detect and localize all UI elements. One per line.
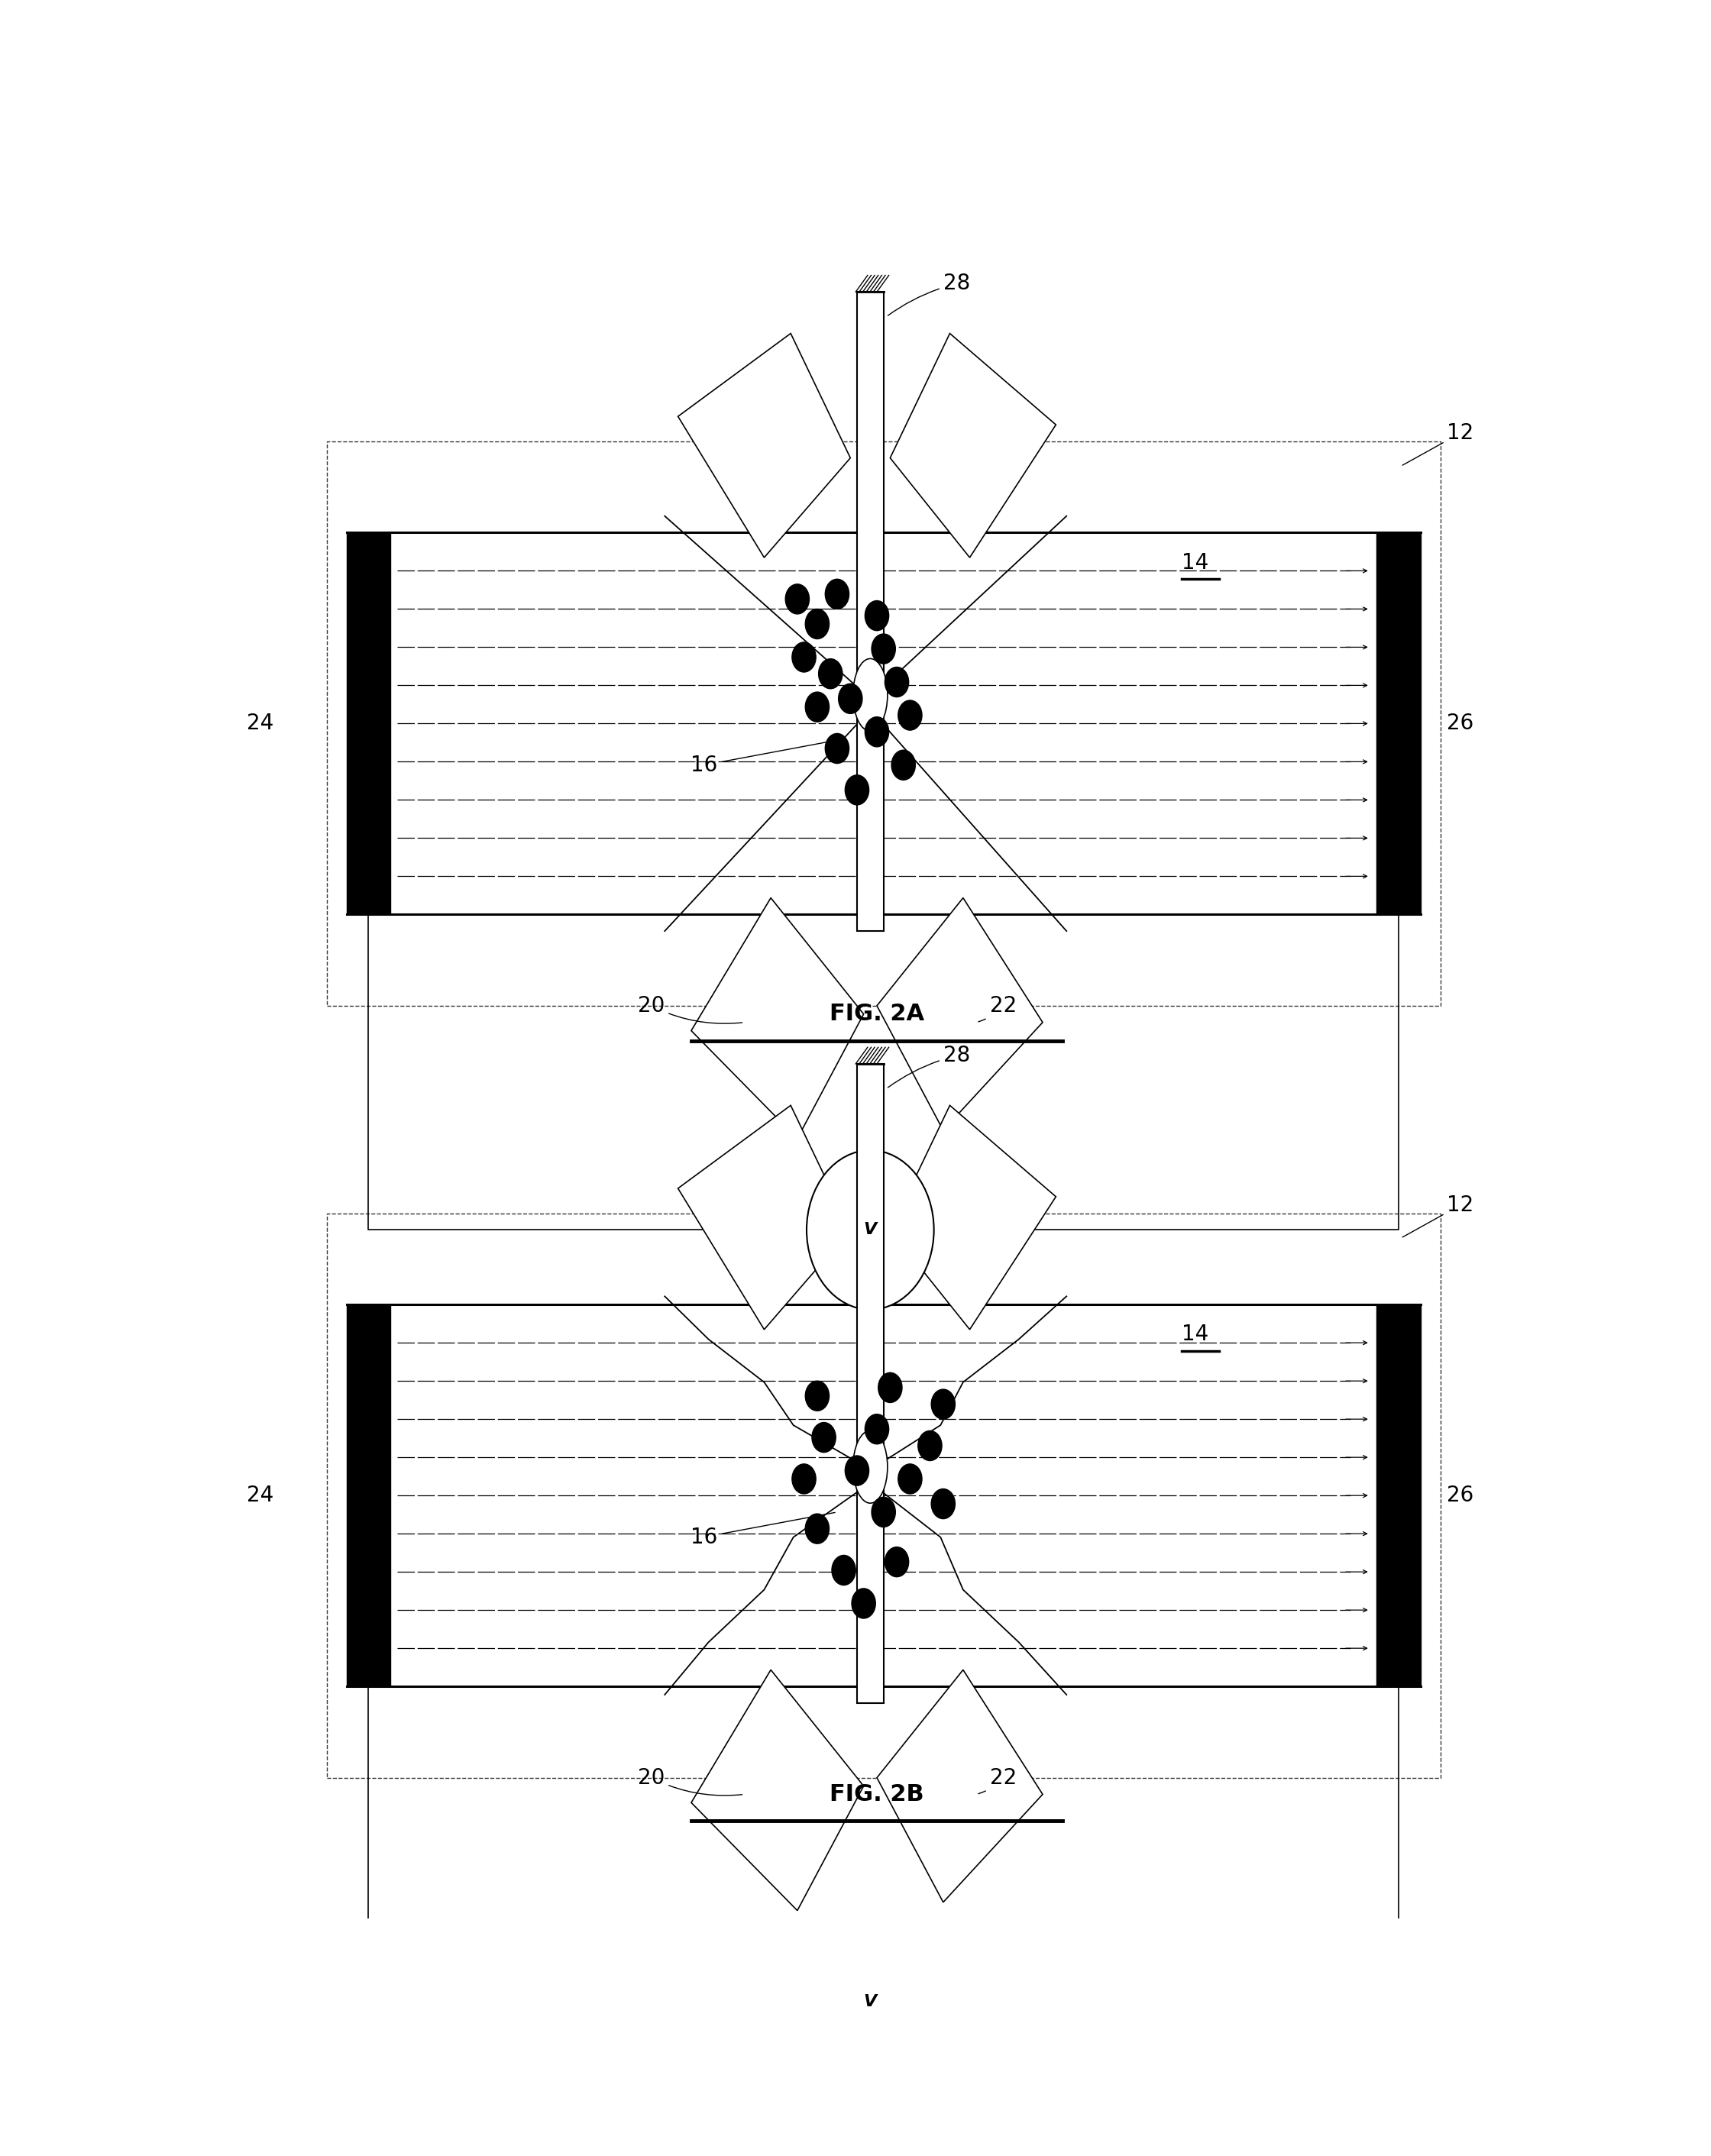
- Circle shape: [806, 692, 830, 722]
- Text: 12: 12: [1403, 1194, 1473, 1238]
- Text: 28: 28: [888, 274, 970, 315]
- Circle shape: [885, 666, 909, 696]
- Text: 20: 20: [638, 996, 743, 1024]
- Circle shape: [806, 1514, 830, 1544]
- Polygon shape: [890, 334, 1056, 558]
- Circle shape: [852, 1589, 876, 1619]
- Text: 26: 26: [1448, 714, 1473, 735]
- Ellipse shape: [854, 658, 888, 731]
- Circle shape: [931, 1388, 955, 1419]
- Circle shape: [898, 701, 922, 731]
- Polygon shape: [876, 1669, 1042, 1902]
- Bar: [327, 1214, 1441, 1779]
- Circle shape: [792, 642, 816, 673]
- Circle shape: [898, 1464, 922, 1494]
- Circle shape: [891, 750, 915, 780]
- Polygon shape: [691, 897, 864, 1138]
- Text: 16: 16: [691, 740, 835, 776]
- Circle shape: [818, 660, 842, 688]
- Bar: [1377, 1304, 1420, 1686]
- Circle shape: [866, 1414, 888, 1445]
- Ellipse shape: [854, 1432, 888, 1503]
- Polygon shape: [876, 897, 1042, 1130]
- Circle shape: [806, 1382, 830, 1410]
- Text: FIG. 2A: FIG. 2A: [830, 1003, 924, 1024]
- Circle shape: [931, 1490, 955, 1518]
- Text: V: V: [864, 1994, 876, 2009]
- Polygon shape: [691, 1669, 864, 1910]
- Circle shape: [832, 1554, 856, 1585]
- Circle shape: [838, 683, 862, 714]
- Circle shape: [845, 1455, 869, 1485]
- Text: 16: 16: [691, 1514, 835, 1548]
- Circle shape: [866, 718, 888, 746]
- Polygon shape: [678, 1106, 850, 1330]
- Circle shape: [785, 584, 809, 614]
- Circle shape: [792, 1464, 816, 1494]
- Bar: [327, 442, 1441, 1005]
- Text: 26: 26: [1448, 1485, 1473, 1507]
- Text: 14: 14: [1182, 552, 1208, 573]
- Circle shape: [919, 1432, 941, 1460]
- Text: 20: 20: [638, 1768, 743, 1796]
- Bar: [857, 291, 883, 931]
- Bar: [346, 1304, 390, 1686]
- Circle shape: [871, 634, 895, 664]
- Circle shape: [866, 602, 888, 630]
- Circle shape: [878, 1373, 902, 1404]
- Text: 12: 12: [1403, 423, 1473, 466]
- Circle shape: [806, 1149, 934, 1309]
- Circle shape: [871, 1496, 895, 1526]
- Circle shape: [806, 608, 830, 638]
- Text: 14: 14: [1182, 1324, 1208, 1345]
- Polygon shape: [678, 334, 850, 558]
- Circle shape: [813, 1423, 835, 1453]
- Text: 24: 24: [246, 1485, 274, 1507]
- Circle shape: [845, 774, 869, 804]
- Circle shape: [825, 733, 849, 763]
- Bar: [1377, 533, 1420, 914]
- Polygon shape: [890, 1106, 1056, 1330]
- Circle shape: [825, 580, 849, 608]
- Circle shape: [806, 1923, 934, 2081]
- Text: V: V: [864, 1222, 876, 1238]
- Text: 22: 22: [979, 996, 1016, 1022]
- Text: FIG. 2B: FIG. 2B: [830, 1783, 924, 1805]
- Bar: [346, 533, 390, 914]
- Bar: [857, 1063, 883, 1703]
- Text: 28: 28: [888, 1046, 970, 1087]
- Text: 22: 22: [979, 1768, 1016, 1794]
- Text: 24: 24: [246, 714, 274, 735]
- Circle shape: [885, 1548, 909, 1576]
